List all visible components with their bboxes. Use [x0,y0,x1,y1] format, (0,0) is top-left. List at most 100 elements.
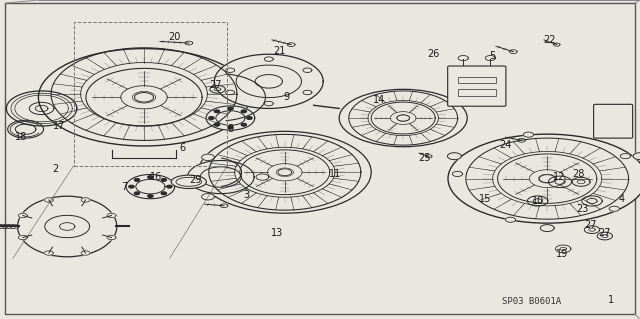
Ellipse shape [198,131,371,213]
Polygon shape [540,225,554,232]
Polygon shape [609,206,620,211]
Text: 15: 15 [479,194,492,204]
Text: 21: 21 [273,46,286,56]
Polygon shape [518,138,525,142]
Polygon shape [220,204,228,208]
Text: 20: 20 [168,32,181,42]
Text: 1: 1 [608,295,614,305]
Polygon shape [107,235,116,240]
Polygon shape [509,50,517,54]
Polygon shape [620,153,630,159]
Polygon shape [148,195,153,197]
Polygon shape [134,192,140,195]
Polygon shape [202,154,214,160]
Polygon shape [524,132,534,137]
Polygon shape [188,160,254,194]
Text: SP03 B0601A: SP03 B0601A [502,297,561,306]
Polygon shape [605,111,621,119]
Polygon shape [129,185,134,188]
Polygon shape [44,198,53,202]
Text: 6: 6 [179,143,186,153]
Polygon shape [185,41,193,45]
Text: 24: 24 [499,140,512,150]
Polygon shape [572,177,590,186]
Polygon shape [241,123,246,126]
Text: 16: 16 [150,172,163,182]
Polygon shape [452,171,463,176]
Polygon shape [161,179,166,181]
Polygon shape [226,68,235,72]
Text: 9: 9 [283,92,289,102]
Polygon shape [19,213,28,218]
Text: 7: 7 [122,182,128,192]
Polygon shape [214,123,220,126]
Ellipse shape [448,134,640,223]
Polygon shape [548,176,572,188]
Text: 3: 3 [243,189,250,200]
Polygon shape [81,198,90,202]
Ellipse shape [339,89,467,147]
Polygon shape [485,56,495,61]
Polygon shape [527,196,548,206]
Text: 5: 5 [490,51,496,61]
Text: 26: 26 [428,49,440,59]
Polygon shape [228,107,233,110]
Polygon shape [226,90,235,95]
Polygon shape [264,57,273,61]
Polygon shape [597,232,612,240]
Text: 2: 2 [52,164,59,174]
Polygon shape [167,185,172,188]
Polygon shape [19,235,28,240]
Text: 18: 18 [15,132,28,142]
Ellipse shape [18,196,117,257]
Polygon shape [148,176,153,178]
Polygon shape [44,251,53,255]
Ellipse shape [38,48,250,146]
Text: 14: 14 [372,95,385,106]
Polygon shape [633,153,640,160]
Polygon shape [210,85,225,93]
Polygon shape [582,196,602,206]
Polygon shape [584,226,600,234]
Polygon shape [554,43,560,46]
Polygon shape [556,245,571,253]
Polygon shape [447,153,461,160]
Bar [458,89,496,96]
Polygon shape [256,174,269,180]
Polygon shape [303,68,312,72]
Polygon shape [81,251,90,255]
Polygon shape [209,117,214,119]
Text: 4: 4 [619,194,625,204]
Text: 25: 25 [418,153,431,163]
Text: 19: 19 [556,249,568,259]
FancyBboxPatch shape [594,104,632,138]
Bar [458,77,496,83]
Polygon shape [241,110,246,113]
Text: 12: 12 [553,172,566,182]
Text: 10: 10 [531,196,544,206]
Bar [74,22,227,166]
Ellipse shape [176,177,202,186]
Text: 17: 17 [53,121,66,131]
Polygon shape [214,110,220,113]
Polygon shape [426,155,432,158]
Polygon shape [458,56,468,61]
Text: 23: 23 [576,204,589,214]
Text: 11: 11 [328,169,341,179]
Polygon shape [228,126,233,129]
Text: 22: 22 [543,35,556,45]
Polygon shape [605,124,621,131]
Polygon shape [202,194,214,200]
Text: 13: 13 [271,228,284,238]
Polygon shape [161,192,166,195]
Text: 28: 28 [572,169,585,179]
Text: 27: 27 [584,220,596,230]
Polygon shape [206,106,255,130]
Text: 29: 29 [189,175,202,185]
Polygon shape [214,54,323,108]
Polygon shape [247,117,252,119]
Polygon shape [126,174,175,199]
Polygon shape [303,90,312,95]
Polygon shape [287,43,295,47]
Polygon shape [107,213,116,218]
